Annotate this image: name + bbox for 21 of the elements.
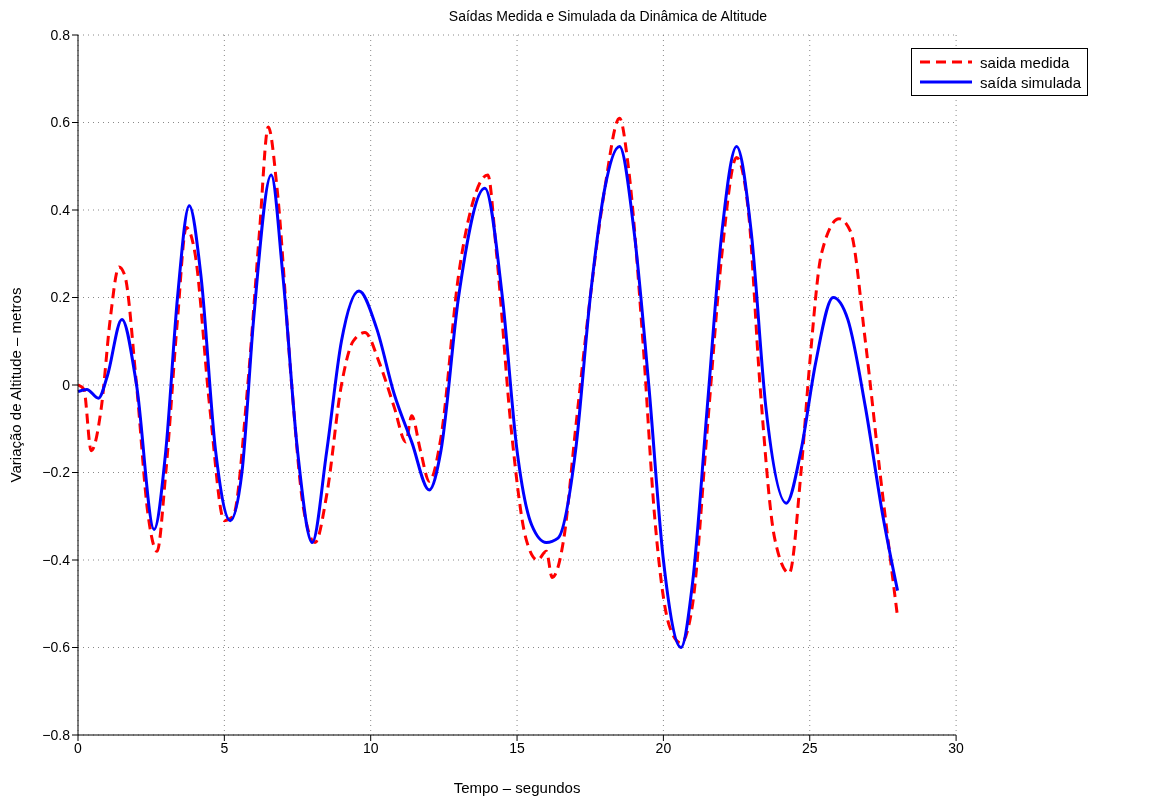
x-tick-label: 30 bbox=[948, 739, 965, 756]
y-axis-title: Variação de Altitude – metros bbox=[7, 287, 25, 483]
x-axis-title: Tempo – segundos bbox=[453, 779, 581, 796]
x-tick-label: 25 bbox=[801, 739, 818, 756]
chart-title: Saídas Medida e Simulada da Dinâmica de Altitude bbox=[448, 8, 768, 24]
legend-label: saida medida bbox=[980, 53, 1070, 71]
y-tick-label: −0.2 bbox=[42, 464, 71, 481]
x-tick-label: 15 bbox=[509, 739, 526, 756]
x-tick-label: 20 bbox=[655, 739, 672, 756]
x-tick-label: 10 bbox=[362, 739, 379, 756]
x-tick-label: 5 bbox=[220, 739, 229, 756]
y-tick-label: 0 bbox=[62, 376, 71, 393]
y-tick-label: 0.4 bbox=[50, 201, 71, 218]
y-tick-label: −0.6 bbox=[42, 639, 71, 656]
legend-label: saída simulada bbox=[980, 73, 1081, 91]
y-tick-label: 0.2 bbox=[50, 289, 71, 306]
y-tick-label: −0.4 bbox=[42, 551, 71, 568]
x-tick-label: 0 bbox=[74, 739, 83, 756]
y-tick-label: 0.6 bbox=[50, 114, 71, 131]
y-tick-label: −0.8 bbox=[42, 726, 71, 743]
y-tick-label: 0.8 bbox=[50, 26, 71, 43]
